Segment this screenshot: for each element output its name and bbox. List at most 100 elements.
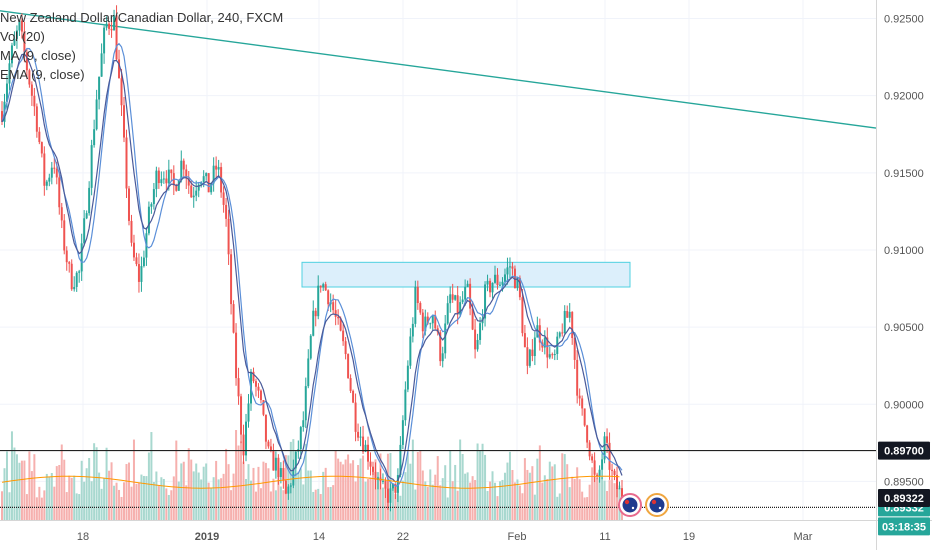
- candle-body: [451, 294, 454, 300]
- volume-bar: [546, 478, 549, 520]
- volume-bar: [566, 464, 569, 520]
- price-axis[interactable]: 0.92500 0.92000 0.91500 0.91000 0.90500 0.900…: [884, 14, 924, 489]
- candle-body: [563, 311, 566, 334]
- supply-zone[interactable]: [301, 261, 631, 288]
- candle-body: [70, 263, 73, 290]
- volume-bar: [513, 482, 516, 520]
- candle-body: [369, 461, 372, 467]
- candle-body: [459, 302, 462, 315]
- indicator-vol[interactable]: Vol (20): [0, 29, 45, 44]
- candle-body: [35, 106, 38, 132]
- volume-bar: [369, 477, 372, 520]
- volume-bar: [426, 486, 429, 520]
- volume-bar: [190, 459, 193, 520]
- candle-body: [581, 398, 584, 409]
- volume-bar: [332, 485, 335, 520]
- indicator-ema[interactable]: EMA (9, close): [0, 67, 85, 82]
- volume-bar: [80, 460, 83, 520]
- volume-bar: [150, 432, 153, 520]
- candle-body: [386, 488, 389, 503]
- volume-bar: [200, 479, 203, 520]
- volume-bar: [479, 450, 482, 520]
- volume-bar: [431, 484, 434, 520]
- volume-bar: [45, 473, 48, 520]
- candle-body: [43, 153, 46, 186]
- volume-bar: [18, 462, 21, 520]
- flag-icon-au[interactable]: [618, 493, 642, 517]
- volume-bar: [613, 483, 616, 520]
- volume-bar: [237, 445, 240, 520]
- volume-bar: [249, 480, 252, 520]
- volume-bar: [556, 496, 559, 520]
- candle-body: [167, 169, 170, 184]
- candle-body: [431, 315, 434, 324]
- candle-body: [583, 408, 586, 426]
- candle-body: [364, 444, 367, 452]
- candle-body: [511, 266, 514, 269]
- time-tick-label: 14: [313, 531, 325, 543]
- candle-body: [90, 145, 93, 188]
- candle-body: [240, 396, 243, 435]
- symbol-title[interactable]: New Zealand Dollar/Canadian Dollar, 240,…: [0, 10, 284, 25]
- volume-bar: [257, 466, 260, 520]
- event-markers[interactable]: [618, 493, 669, 517]
- volume-bar: [384, 486, 387, 520]
- volume-bar: [494, 482, 497, 520]
- volume-bar: [606, 491, 609, 520]
- volume-bar: [317, 488, 320, 520]
- candle-body: [571, 311, 574, 339]
- flag-icon-nz[interactable]: [645, 493, 669, 517]
- trendline[interactable]: [0, 10, 877, 129]
- volume-bar: [506, 462, 509, 520]
- candle-body: [349, 378, 352, 391]
- volume-bar: [471, 476, 474, 520]
- volume-bar: [309, 470, 312, 520]
- volume-bar: [30, 471, 33, 520]
- volume-bar: [33, 454, 36, 520]
- time-axis[interactable]: 18 2019 14 22 Feb 11 19 Mar: [77, 531, 813, 543]
- volume-bar: [197, 472, 200, 520]
- candle-body: [95, 99, 98, 130]
- candle-body: [287, 486, 290, 494]
- candle-body: [426, 316, 429, 324]
- volume-bar: [165, 488, 168, 520]
- volume-bar: [429, 469, 432, 520]
- price-tick-label: 0.90500: [884, 322, 924, 334]
- volume-bar: [245, 478, 248, 520]
- candle-body: [538, 325, 541, 343]
- volume-bar: [262, 461, 265, 520]
- candle-body: [272, 450, 275, 471]
- volume-bar: [344, 459, 347, 520]
- candle-body: [282, 468, 285, 481]
- volume-bar: [561, 453, 564, 520]
- volume-bar: [571, 476, 574, 520]
- candle-body: [150, 204, 153, 207]
- candle-body: [578, 395, 581, 399]
- volume-bar: [210, 487, 213, 520]
- candle-body: [558, 332, 561, 337]
- volume-bar: [212, 477, 215, 520]
- volume-bar: [103, 478, 106, 520]
- candle-body: [332, 302, 335, 311]
- volume-bar: [232, 473, 235, 520]
- candle-body: [190, 185, 193, 198]
- candle-body: [259, 390, 262, 401]
- volume-bar: [523, 458, 526, 520]
- volume-bar: [459, 439, 462, 520]
- candle-body: [429, 323, 432, 325]
- candle-body: [304, 386, 307, 421]
- volume-bar: [177, 481, 180, 520]
- volume-bar: [314, 489, 317, 520]
- candle-body: [18, 20, 21, 31]
- volume-bar: [157, 486, 160, 520]
- time-tick-label: Mar: [794, 531, 813, 543]
- indicator-ma[interactable]: MA (9, close): [0, 48, 76, 63]
- volume-bar: [516, 479, 519, 520]
- volume-bar: [498, 481, 501, 520]
- candle-body: [195, 190, 198, 196]
- volume-bar: [205, 463, 208, 520]
- volume-bar: [486, 491, 489, 520]
- volume-bar: [294, 474, 297, 520]
